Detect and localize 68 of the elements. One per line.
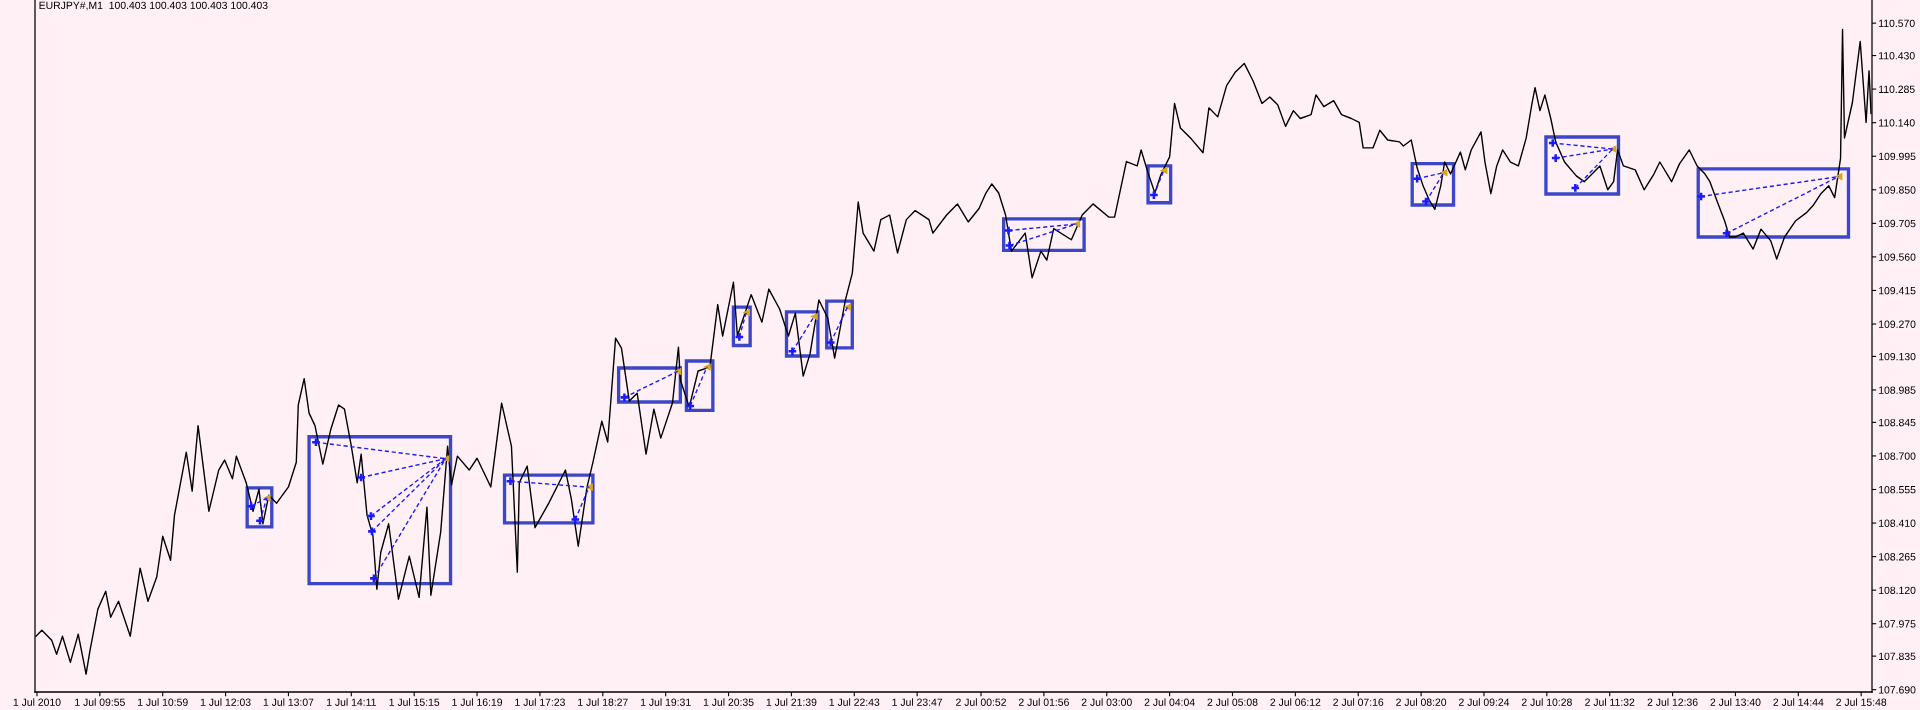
y-tick-label: 109.560 <box>1879 253 1916 261</box>
x-tick-label: 1 Jul 23:47 <box>892 698 943 706</box>
x-tick-label: 1 Jul 12:03 <box>200 698 251 706</box>
x-tick-label: 1 Jul 22:43 <box>829 698 880 706</box>
y-tick-label: 109.705 <box>1879 219 1916 228</box>
x-tick-label: 1 Jul 17:23 <box>515 698 565 706</box>
y-tick-label: 109.130 <box>1879 352 1916 361</box>
y-tick-label: 109.270 <box>1879 320 1916 328</box>
x-tick-label: 1 Jul 14:11 <box>327 698 376 706</box>
y-tick-label: 108.845 <box>1879 418 1916 427</box>
x-tick-label: 2 Jul 03:00 <box>1081 698 1132 706</box>
point <box>1422 197 1430 206</box>
point <box>368 527 376 536</box>
x-tick-label: 1 Jul 15:15 <box>389 698 440 706</box>
point <box>742 308 751 317</box>
x-tick-label: 2 Jul 14:44 <box>1773 698 1824 706</box>
chart-title: EURJPY#,M1 100.403 100.403 100.403 100.403 <box>39 1 268 11</box>
x-tick-label: 2 Jul 15:48 <box>1836 698 1887 706</box>
point <box>1722 229 1731 238</box>
x-tick-label: 2 Jul 06:12 <box>1270 698 1321 706</box>
x-tick-label: 2 Jul 05:08 <box>1207 698 1258 706</box>
x-tick-label: 2 Jul 00:52 <box>956 698 1006 706</box>
x-tick-label: 2 Jul 01:56 <box>1018 698 1069 706</box>
x-tick-label: 2 Jul 07:16 <box>1333 698 1384 706</box>
y-tick-label: 110.430 <box>1879 52 1915 60</box>
point <box>312 438 320 447</box>
point <box>256 516 264 525</box>
point <box>826 338 835 347</box>
y-tick-label: 109.995 <box>1879 152 1916 161</box>
y-tick-label: 108.410 <box>1879 519 1916 527</box>
y-tick-label: 107.975 <box>1879 620 1916 628</box>
point <box>1548 139 1557 147</box>
y-tick-label: 109.850 <box>1879 186 1916 194</box>
x-tick-label: 1 Jul 21:39 <box>766 698 817 706</box>
x-tick-label: 2 Jul 10:28 <box>1521 698 1572 706</box>
x-tick-label: 1 Jul 20:35 <box>703 698 754 706</box>
x-tick-label: 2 Jul 13:40 <box>1710 698 1761 706</box>
x-tick-label: 1 Jul 19:31 <box>640 698 691 706</box>
point <box>810 312 818 321</box>
y-tick-label: 107.690 <box>1879 686 1916 694</box>
y-tick-label: 108.120 <box>1879 586 1916 595</box>
point <box>370 574 378 583</box>
x-tick-label: 2 Jul 09:24 <box>1459 698 1510 706</box>
point <box>703 363 711 371</box>
x-tick-label: 1 Jul 10:59 <box>138 698 188 706</box>
y-tick-label: 110.570 <box>1879 19 1915 28</box>
y-tick-label: 108.700 <box>1879 452 1916 460</box>
x-tick-label: 2 Jul 12:36 <box>1647 698 1698 706</box>
x-tick-label: 1 Jul 09:55 <box>75 698 125 706</box>
y-tick-label: 108.265 <box>1879 553 1916 561</box>
point <box>1571 184 1580 192</box>
y-tick-label: 110.285 <box>1879 85 1915 93</box>
point <box>571 515 580 524</box>
y-tick-label: 108.985 <box>1879 386 1916 394</box>
x-tick-label: 2 Jul 04:04 <box>1144 698 1195 706</box>
y-tick-label: 108.555 <box>1879 485 1916 494</box>
x-tick-label: 1 Jul 18:27 <box>578 698 628 706</box>
x-tick-label: 2 Jul 08:20 <box>1396 698 1447 706</box>
point <box>1004 226 1013 235</box>
y-tick-label: 107.835 <box>1879 652 1916 660</box>
y-tick-label: 109.415 <box>1879 286 1916 295</box>
point <box>1159 166 1168 175</box>
y-tick-label: 110.140 <box>1879 119 1915 127</box>
x-tick-label: 2 Jul 11:32 <box>1585 698 1635 706</box>
point <box>788 347 797 356</box>
x-tick-label: 1 Jul 2010 <box>13 698 61 706</box>
x-tick-label: 1 Jul 16:19 <box>452 698 503 706</box>
x-tick-label: 1 Jul 13:07 <box>263 698 314 706</box>
